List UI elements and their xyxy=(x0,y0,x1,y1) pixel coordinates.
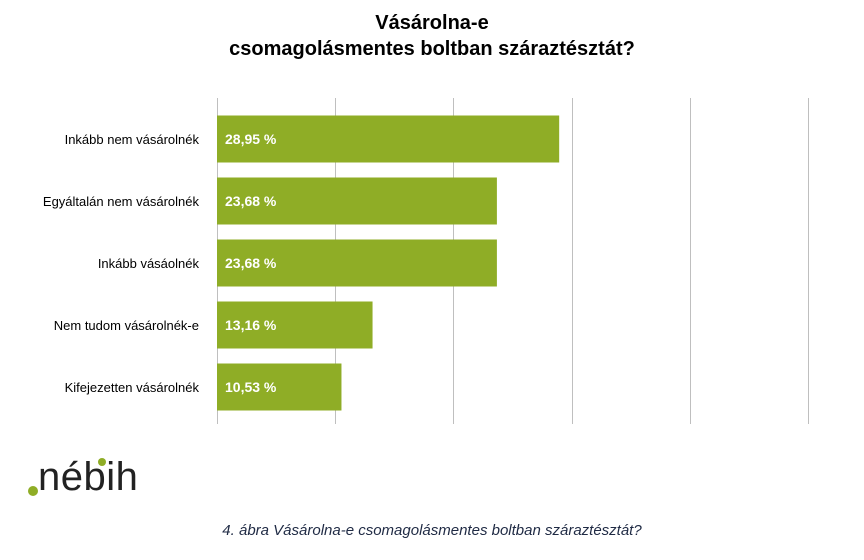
value-label-2: 23,68 % xyxy=(225,255,277,271)
bar-0 xyxy=(217,115,560,163)
chart-title: Vásárolna-e csomagolásmentes boltban szá… xyxy=(0,10,864,62)
category-label-4: Kifejezetten vásárolnék xyxy=(65,380,200,395)
bar-2 xyxy=(217,239,497,287)
nebih-logo: nébih xyxy=(28,452,138,504)
chart-title-line-1: Vásárolna-e xyxy=(375,12,489,34)
category-label-0: Inkább nem vásárolnék xyxy=(65,132,200,147)
bar-1 xyxy=(217,177,497,225)
value-label-1: 23,68 % xyxy=(225,193,277,209)
value-label-0: 28,95 % xyxy=(225,131,277,147)
bar-chart: 28,95 % Inkább nem vásárolnék 23,68 % Egyál… xyxy=(43,98,809,424)
chart-title-line-2: csomagolásmentes boltban száraztésztát? xyxy=(229,38,635,60)
category-label-2: Inkább vásáolnék xyxy=(98,256,200,271)
figure-caption: 4. ábra Vásárolna-e csomagolásmentes bol… xyxy=(222,522,642,539)
logo-dot-icon xyxy=(28,486,38,496)
logo-accent-dot-icon xyxy=(98,458,106,466)
logo-text: nébih xyxy=(38,455,139,499)
bar-3 xyxy=(217,301,373,349)
value-label-3: 13,16 % xyxy=(225,317,277,333)
labels: 28,95 % Inkább nem vásárolnék 23,68 % Egyál… xyxy=(43,131,277,395)
category-label-1: Egyáltalán nem vásárolnék xyxy=(43,194,200,209)
value-label-4: 10,53 % xyxy=(225,379,277,395)
category-label-3: Nem tudom vásárolnék-e xyxy=(54,318,199,333)
bars xyxy=(217,115,560,411)
bar-4 xyxy=(217,363,342,411)
